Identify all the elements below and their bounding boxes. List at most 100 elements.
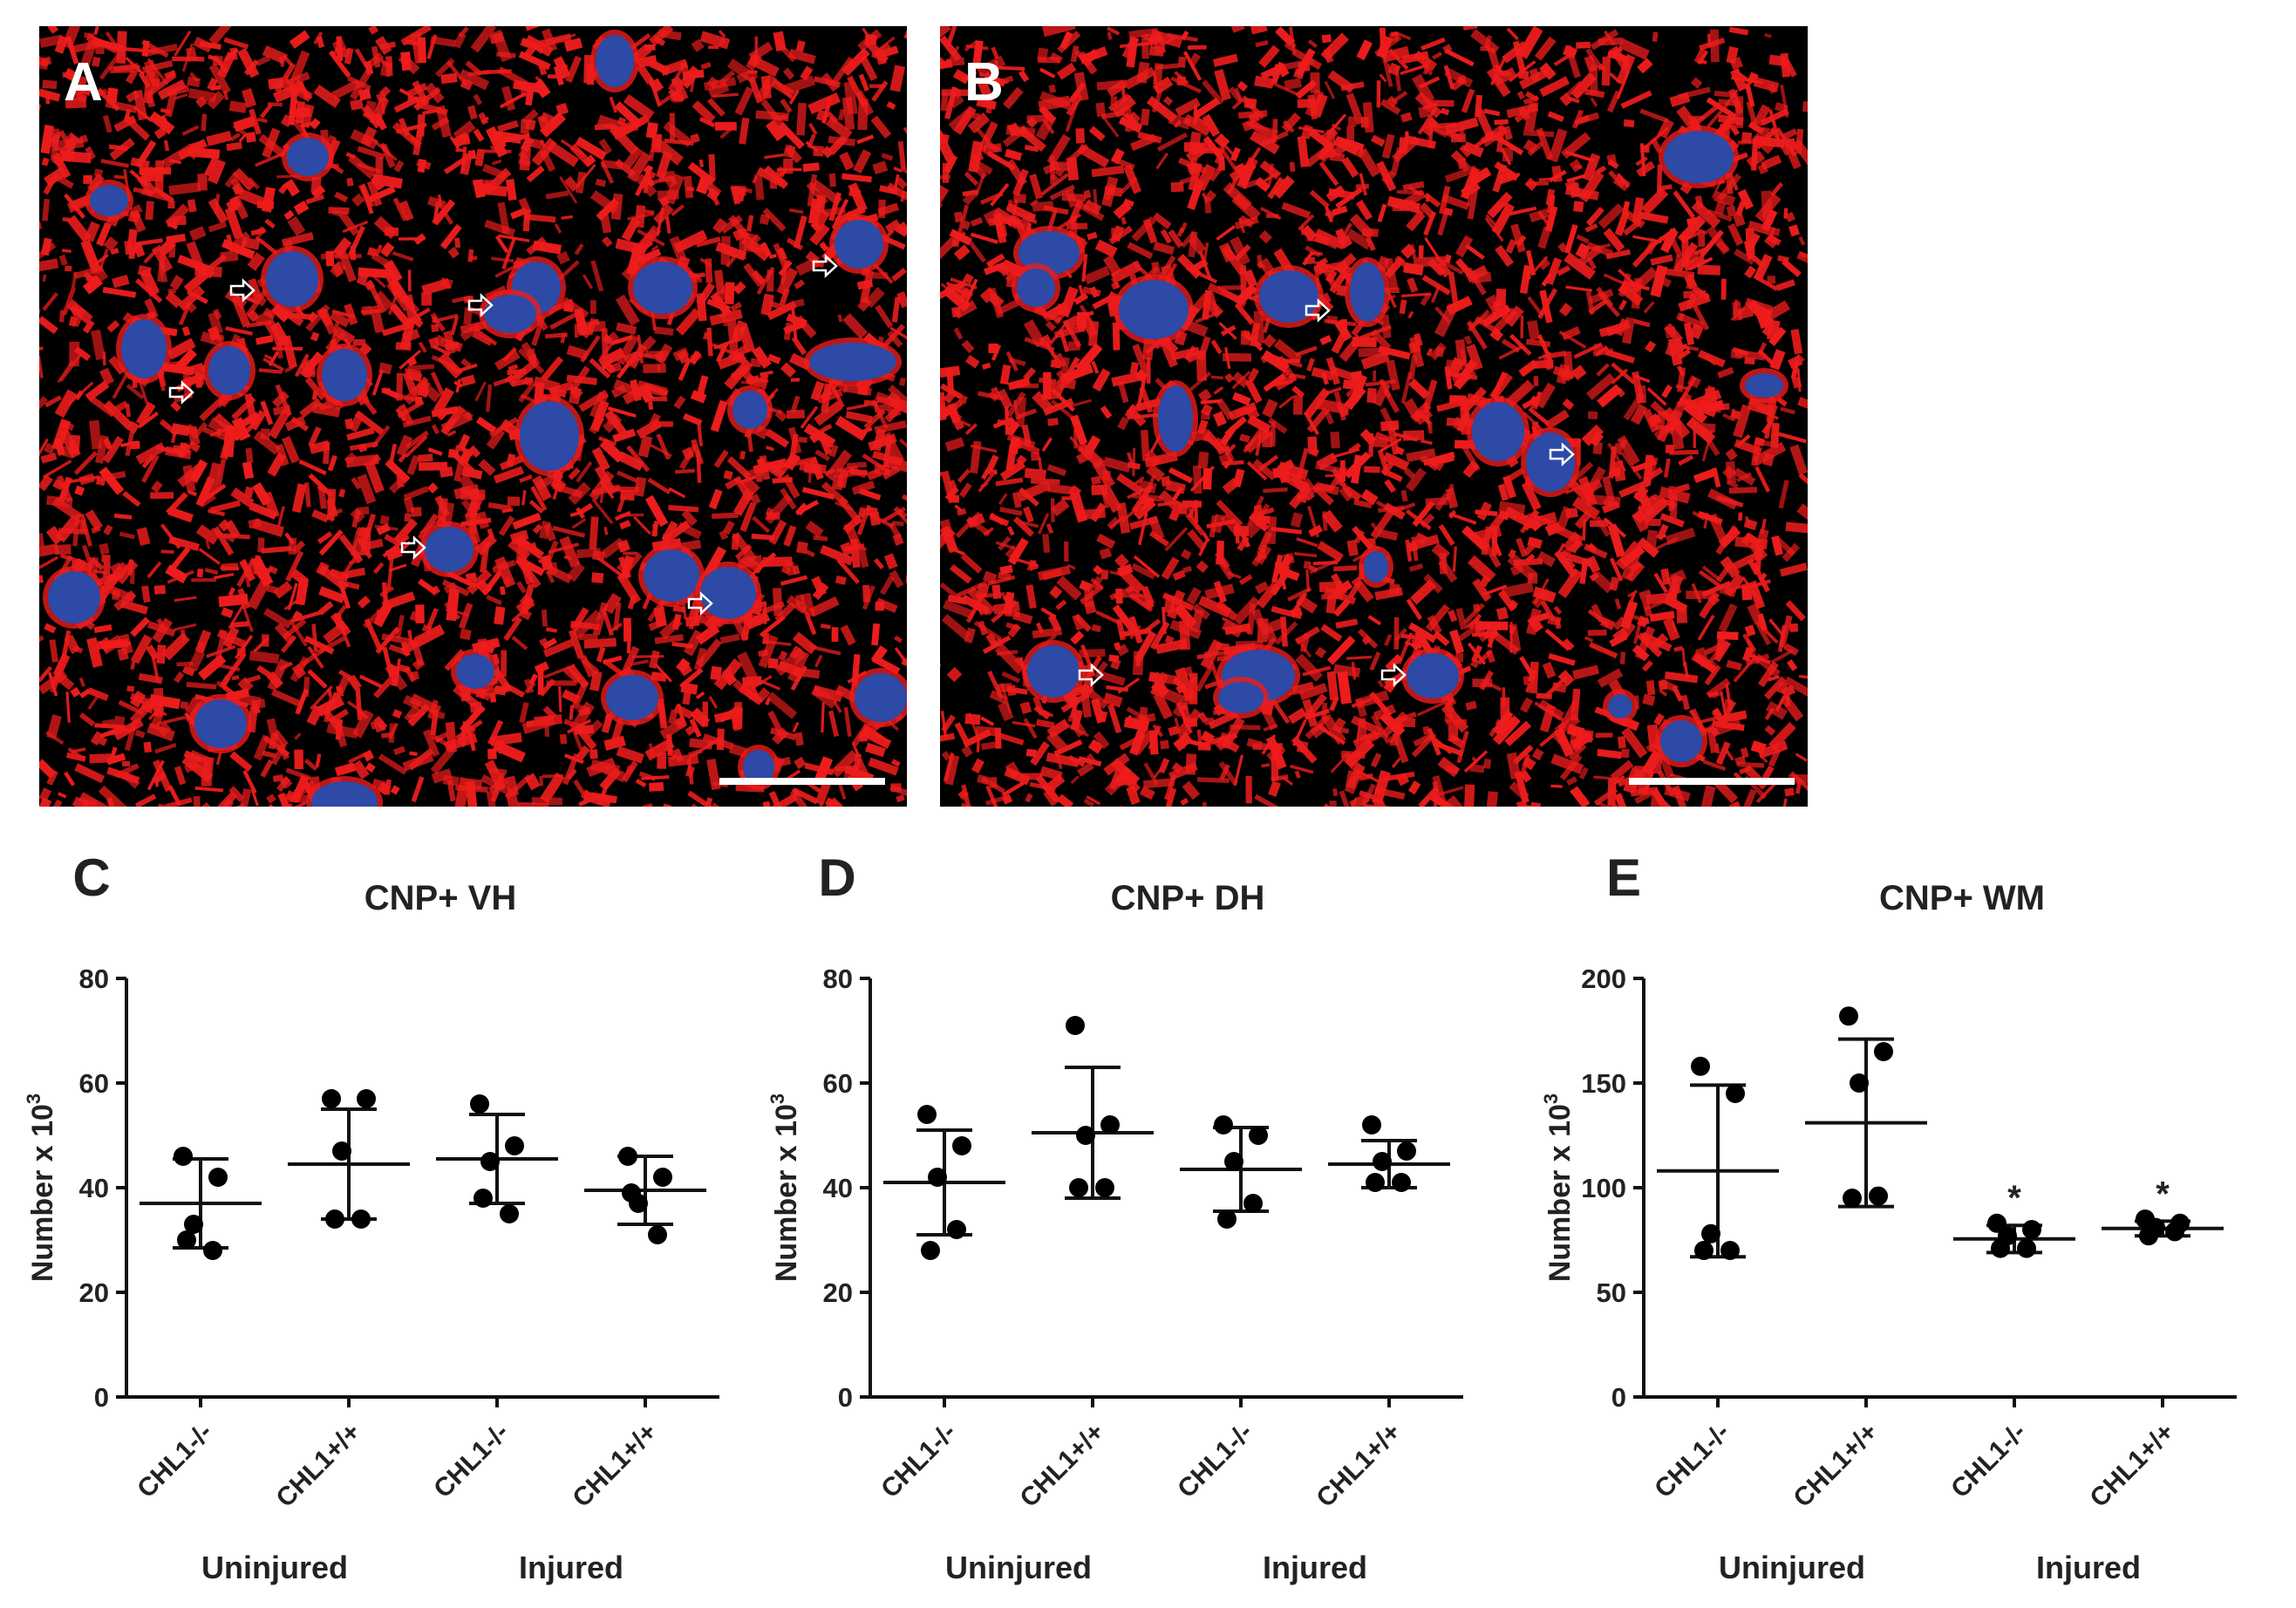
myelin-fragment <box>672 347 690 362</box>
myelin-fragment <box>1172 569 1186 581</box>
myelin-fragment <box>789 208 804 215</box>
myelin-fragment <box>946 666 963 683</box>
myelin-fragment <box>511 636 528 651</box>
myelin-fragment <box>41 157 50 167</box>
myelin-fragment <box>154 160 165 193</box>
myelin-fragment <box>385 546 403 561</box>
myelin-fragment <box>446 60 468 86</box>
myelin-fragment <box>1100 569 1109 580</box>
myelin-fragment <box>272 81 305 103</box>
nucleus <box>287 138 329 176</box>
myelin-fragment <box>108 585 136 603</box>
myelin-fragment <box>1040 173 1069 196</box>
myelin-fragment <box>1044 380 1065 398</box>
myelin-fragment <box>1504 720 1532 746</box>
myelin-fragment <box>1402 430 1425 441</box>
myelin-fragment <box>90 253 109 269</box>
myelin-fragment <box>701 797 713 807</box>
myelin-fragment <box>678 357 692 381</box>
myelin-fragment <box>657 364 662 373</box>
myelin-fragment <box>119 531 135 540</box>
myelin-fragment <box>1317 724 1346 746</box>
myelin-fragment <box>344 418 354 430</box>
myelin-fragment <box>46 769 59 786</box>
myelin-fragment <box>509 207 528 220</box>
micrograph-panel-b: B <box>940 26 1808 807</box>
myelin-fragment <box>450 316 460 336</box>
myelin-fragment <box>944 437 965 452</box>
myelin-fragment <box>1291 385 1305 399</box>
myelin-fragment <box>198 491 216 508</box>
myelin-fragment <box>374 524 399 531</box>
myelin-fragment <box>1615 541 1643 570</box>
myelin-fragment <box>1622 201 1631 215</box>
myelin-fragment <box>154 742 177 754</box>
myelin-fragment <box>1472 578 1492 603</box>
myelin-fragment <box>237 47 260 78</box>
myelin-fragment <box>406 454 420 475</box>
myelin-fragment <box>768 254 777 259</box>
myelin-fragment <box>1070 775 1080 785</box>
myelin-fragment <box>711 512 739 520</box>
myelin-fragment <box>707 98 726 117</box>
myelin-fragment <box>1778 480 1789 509</box>
myelin-fragment <box>1262 334 1277 349</box>
myelin-fragment <box>524 214 556 223</box>
arrow-marker <box>812 254 838 278</box>
myelin-fragment <box>357 474 377 505</box>
myelin-fragment <box>365 269 386 289</box>
myelin-fragment <box>91 329 106 361</box>
myelin-fragment <box>634 165 654 197</box>
myelin-fragment <box>1516 537 1528 557</box>
myelin-fragment <box>708 488 723 510</box>
myelin-fragment <box>39 242 57 262</box>
myelin-fragment <box>1331 467 1353 498</box>
myelin-fragment <box>721 666 733 677</box>
myelin-fragment <box>627 151 652 182</box>
myelin-fragment <box>776 267 799 296</box>
myelin-fragment <box>760 293 774 317</box>
myelin-fragment <box>1151 261 1162 277</box>
myelin-fragment <box>466 569 493 595</box>
myelin-fragment <box>599 767 622 791</box>
myelin-fragment <box>125 403 132 418</box>
myelin-fragment <box>1290 512 1304 528</box>
myelin-fragment <box>213 572 235 580</box>
myelin-fragment <box>714 121 737 131</box>
myelin-fragment <box>1041 437 1053 453</box>
myelin-fragment <box>1521 480 1542 511</box>
myelin-fragment <box>668 504 699 513</box>
myelin-fragment <box>627 594 637 610</box>
myelin-fragment <box>440 72 458 85</box>
myelin-fragment <box>327 497 338 518</box>
myelin-fragment <box>458 473 475 491</box>
myelin-fragment <box>1465 700 1477 711</box>
myelin-fragment <box>268 351 280 367</box>
myelin-fragment <box>283 209 295 221</box>
myelin-fragment <box>90 731 104 746</box>
myelin-fragment <box>181 325 191 337</box>
myelin-fragment <box>418 341 427 353</box>
myelin-fragment <box>542 637 557 650</box>
myelin-fragment <box>1303 561 1312 569</box>
myelin-fragment <box>191 577 216 583</box>
myelin-fragment <box>1294 770 1301 779</box>
myelin-fragment <box>607 406 637 419</box>
myelin-fragment <box>517 348 545 374</box>
myelin-fragment <box>774 409 788 422</box>
myelin-fragment <box>1204 583 1235 600</box>
myelin-fragment <box>1131 562 1156 580</box>
myelin-fragment <box>696 638 723 669</box>
myelin-fragment <box>303 482 311 508</box>
myelin-fragment <box>808 596 840 617</box>
myelin-fragment <box>1107 26 1121 36</box>
myelin-fragment <box>640 335 657 352</box>
nucleus <box>835 220 883 269</box>
myelin-fragment <box>467 70 490 77</box>
myelin-fragment <box>1704 354 1717 366</box>
myelin-fragment <box>943 600 976 620</box>
myelin-fragment <box>1656 523 1669 541</box>
myelin-fragment <box>1024 144 1039 153</box>
myelin-fragment <box>1744 624 1756 637</box>
myelin-fragment <box>1508 548 1516 559</box>
